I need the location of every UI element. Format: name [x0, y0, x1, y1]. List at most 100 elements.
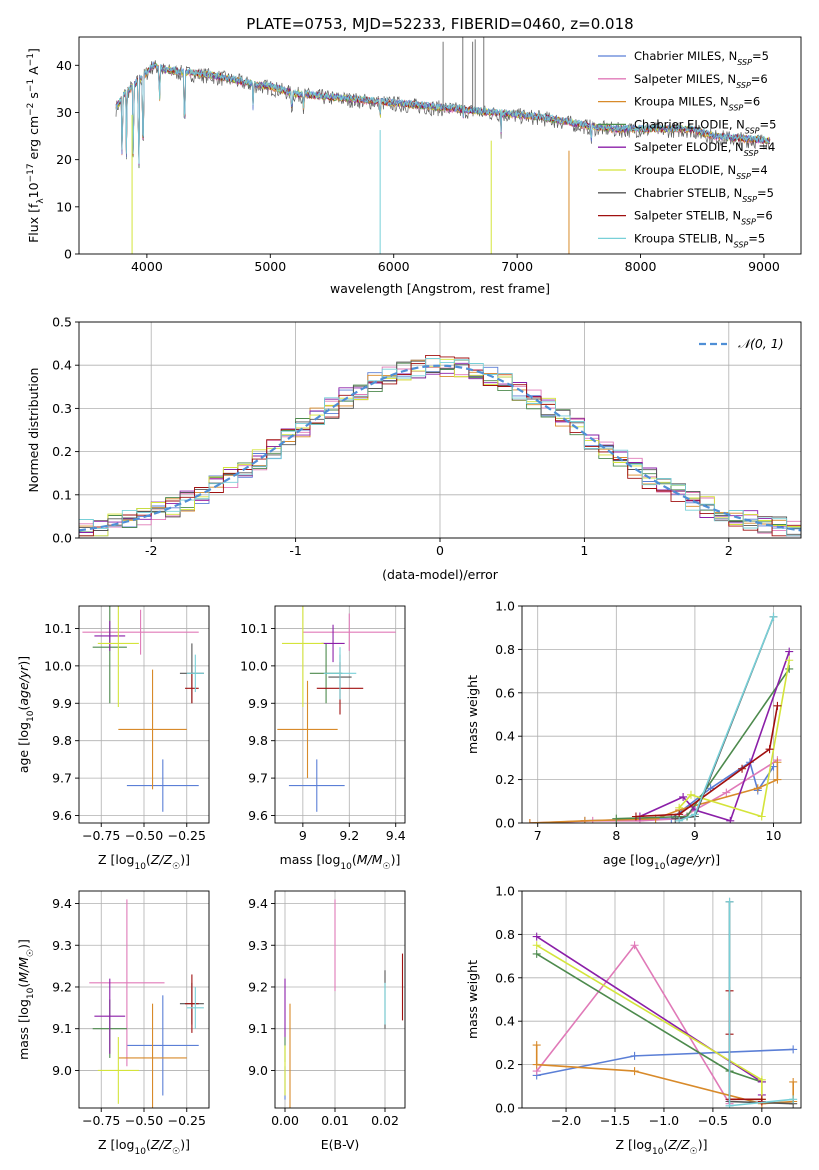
- age_vs_Z-ytick-label: 10.0: [44, 658, 72, 673]
- series-marker: [785, 664, 794, 673]
- series-marker: [630, 1051, 639, 1060]
- figure-title: PLATE=0753, MJD=52233, FIBERID=0460, z=0…: [246, 15, 633, 33]
- weight_vs_age-series-chabrier-stelib: [671, 612, 778, 823]
- series-line: [536, 953, 763, 1083]
- spectrum-xtick-label: 7000: [501, 259, 533, 274]
- weight_vs_age-ytick-label: 0.8: [495, 642, 515, 657]
- age_vs_Z-point-chabrier-miles: [126, 759, 199, 812]
- age_vs_mass-point-kroupa-elodie: [281, 606, 324, 708]
- mass_vs_ebv-ytick-label: 9.3: [248, 938, 268, 953]
- spectrum-xtick-label: 5000: [254, 259, 286, 274]
- age_vs_Z-point-salpeter-miles: [82, 609, 199, 655]
- series-line: [536, 943, 731, 1105]
- series-marker: [630, 941, 639, 950]
- weight_vs_age-series-kroupa-elodie: [675, 656, 794, 821]
- weight_vs_age-ytick-label: 0.4: [495, 729, 515, 744]
- series-marker: [686, 790, 695, 799]
- mass_vs_Z-xtick-label: −0.75: [82, 1113, 120, 1128]
- age_vs_mass-point-kroupa-stelib: [323, 647, 357, 700]
- legend-entry: Salpeter ELODIE, NSSP=4: [634, 140, 775, 158]
- legend-entry: Chabrier ELODIE, NSSP=5: [634, 117, 776, 135]
- spectrum-xtick-label: 4000: [131, 259, 163, 274]
- legend-entry: Kroupa STELIB, NSSP=5: [634, 231, 765, 249]
- age_vs_Z-point-salpeter-elodie: [94, 620, 126, 651]
- spectrum-xtick-label: 6000: [378, 259, 410, 274]
- age_vs_Z-ytick-label: 9.8: [52, 733, 72, 748]
- spectrum-xtick-label: 8000: [625, 259, 657, 274]
- series-marker: [757, 812, 766, 821]
- spectrum-ytick-label: 0: [64, 247, 72, 262]
- series-line: [728, 901, 794, 1107]
- series-marker: [765, 745, 774, 754]
- series-marker: [532, 932, 541, 941]
- residuals-xtick-label: 0: [436, 543, 444, 558]
- age_vs_Z-ylabel: age [log10(age/yr)]: [16, 656, 36, 773]
- residuals-xtick-label: -2: [145, 543, 157, 558]
- series-marker: [785, 647, 794, 656]
- age_vs_Z-xtick-label: −0.75: [82, 828, 120, 843]
- weight_vs_age-plot-area: [525, 612, 794, 823]
- series-marker: [773, 758, 782, 767]
- series-marker: [532, 1060, 541, 1069]
- age_vs_mass-ytick-label: 9.9: [248, 696, 268, 711]
- weight_vs_Z-ytick-label: 0.8: [495, 927, 515, 942]
- mass_vs_Z-ytick-label: 9.1: [52, 1021, 72, 1036]
- age_vs_mass-ytick-label: 9.6: [248, 808, 268, 823]
- series-marker: [722, 788, 731, 797]
- residuals-ytick-label: 0.1: [52, 487, 72, 502]
- age_vs_Z-xtick-label: −0.25: [168, 828, 206, 843]
- series-marker: [773, 775, 782, 784]
- series-marker: [738, 764, 747, 773]
- series-line: [728, 901, 794, 1105]
- weight_vs_Z-panel: −2.0 −1.5 −1.0 −0.5 0.0 0.0 0.2 0.4 0.6 0.8 1.0: [495, 884, 802, 1128]
- age_vs_mass-point-salpeter-miles: [302, 613, 396, 651]
- mass_vs_ebv-ytick-label: 9.4: [248, 896, 268, 911]
- legend-entry: Chabrier MILES, NSSP=5: [634, 49, 769, 67]
- residuals-xtick-label: 1: [580, 543, 588, 558]
- series-marker: [789, 1077, 798, 1086]
- legend-entry: Salpeter MILES, NSSP=6: [634, 72, 768, 90]
- mass_vs_ebv-xtick-label: 0.02: [371, 1113, 399, 1128]
- weight_vs_Z-series-salpeter-elodie: [532, 932, 766, 1099]
- weight_vs_Z-xlabel: Z [log10(Z/Z☉)]: [616, 1137, 708, 1157]
- weight_vs_age-panel: 7 8 9 10 0.0 0.2 0.4 0.6 0.8 1.0: [495, 599, 802, 843]
- spectrum-xlabel: wavelength [Angstrom, rest frame]: [330, 281, 550, 296]
- normal-curve: [79, 364, 801, 532]
- residuals-xtick-label: 2: [725, 543, 733, 558]
- legend-entry: Salpeter STELIB, NSSP=6: [634, 209, 773, 227]
- mass_vs_ebv-xtick-label: 0.01: [321, 1113, 349, 1128]
- series-marker: [726, 816, 735, 823]
- residuals-ytick-label: 0.2: [52, 444, 72, 459]
- series-marker: [690, 810, 699, 819]
- mass_vs_Z-ytick-label: 9.4: [52, 896, 72, 911]
- age_vs_mass-ytick-label: 10.1: [240, 621, 268, 636]
- mass_vs_Z-point-kroupa-stelib: [186, 986, 204, 1029]
- spectrum-ytick-label: 30: [56, 105, 72, 120]
- age_vs_mass-panel: 9 9.2 9.4 9.6 9.7 9.8 9.9 10.0 10.1: [240, 605, 406, 843]
- mass_vs_ebv-xlabel: E(B-V): [321, 1137, 360, 1152]
- weight_vs_age-ytick-label: 0.0: [495, 816, 515, 831]
- series-marker: [773, 701, 782, 710]
- age_vs_mass-point-kroupa-miles: [277, 680, 338, 779]
- spectrum-ylabel: Flux [fλ10−17 erg cm−2 s−1 A−1]: [26, 48, 46, 243]
- age_vs_mass-xtick-label: 9.4: [386, 828, 406, 843]
- series-marker: [580, 816, 589, 823]
- weight_vs_age-xtick-label: 8: [612, 828, 620, 843]
- mass_vs_ebv-xtick-label: 0.00: [271, 1113, 299, 1128]
- legend-entry: Kroupa MILES, NSSP=6: [634, 95, 760, 113]
- mass_vs_Z-ytick-label: 9.2: [52, 979, 72, 994]
- spectrum-ytick-label: 40: [56, 58, 72, 73]
- series-marker: [725, 1101, 734, 1108]
- spectrum-legend: Chabrier MILES, NSSP=5 Salpeter MILES, NS…: [598, 49, 776, 249]
- residuals-plot-area: [79, 354, 801, 538]
- age_vs_Z-ytick-label: 9.9: [52, 696, 72, 711]
- series-marker: [757, 1075, 766, 1084]
- residuals-xlabel: (data-model)/error: [382, 567, 499, 582]
- mass_vs_Z-ylabel: mass [log10(M/M☉)]: [16, 939, 36, 1060]
- mass_vs_ebv-ytick-label: 9.2: [248, 979, 268, 994]
- weight_vs_Z-xtick-label: −1.5: [600, 1113, 630, 1128]
- spectrum-ytick-label: 10: [56, 199, 72, 214]
- age_vs_Z-point-kroupa-stelib: [186, 654, 204, 693]
- series-line: [678, 660, 790, 818]
- weight_vs_Z-plot-area: [532, 897, 798, 1108]
